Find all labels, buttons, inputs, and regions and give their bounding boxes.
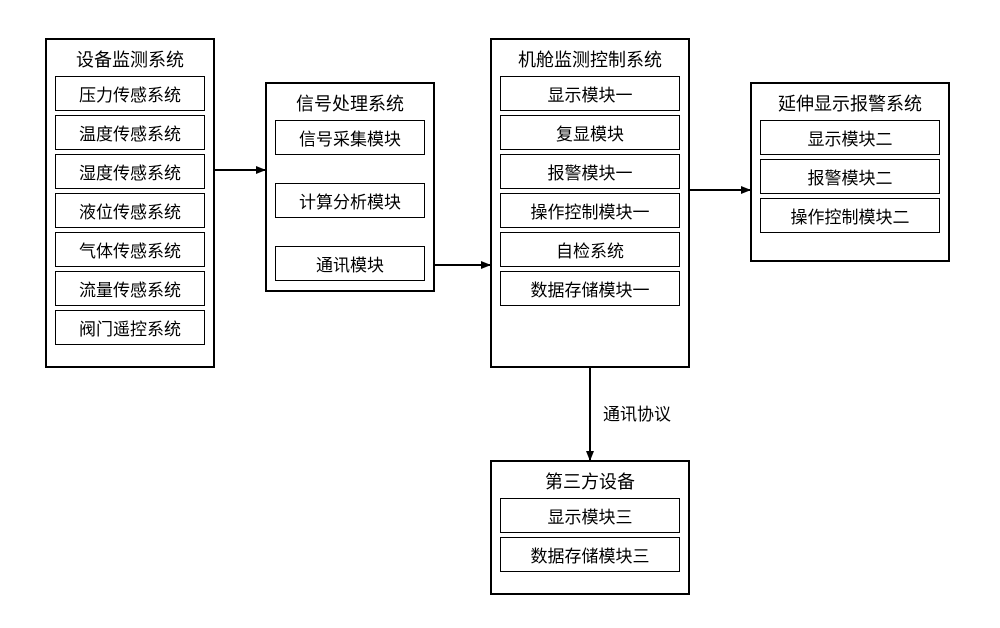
- item: 报警模块二: [760, 159, 940, 194]
- item: 气体传感系统: [55, 232, 205, 267]
- item: 操作控制模块一: [500, 193, 680, 228]
- item: 通讯模块: [275, 246, 425, 281]
- item: 液位传感系统: [55, 193, 205, 228]
- box-title: 设备监测系统: [53, 46, 207, 72]
- box-title: 延伸显示报警系统: [758, 90, 942, 116]
- item: 压力传感系统: [55, 76, 205, 111]
- item: 操作控制模块二: [760, 198, 940, 233]
- item: 数据存储模块三: [500, 537, 680, 572]
- box-device_monitor: 设备监测系统压力传感系统温度传感系统湿度传感系统液位传感系统气体传感系统流量传感…: [45, 38, 215, 368]
- item: 信号采集模块: [275, 120, 425, 155]
- box-title: 机舱监测控制系统: [498, 46, 682, 72]
- item: 数据存储模块一: [500, 271, 680, 306]
- box-ext_alarm: 延伸显示报警系统显示模块二报警模块二操作控制模块二: [750, 82, 950, 262]
- edge-label: 通讯协议: [603, 400, 671, 425]
- item: 显示模块三: [500, 498, 680, 533]
- box-signal_proc: 信号处理系统信号采集模块计算分析模块通讯模块: [265, 82, 435, 292]
- box-title: 第三方设备: [498, 468, 682, 494]
- box-cabin_ctrl: 机舱监测控制系统显示模块一复显模块报警模块一操作控制模块一自检系统数据存储模块一: [490, 38, 690, 368]
- box-title: 信号处理系统: [273, 90, 427, 116]
- item: 报警模块一: [500, 154, 680, 189]
- item: 复显模块: [500, 115, 680, 150]
- item: 温度传感系统: [55, 115, 205, 150]
- item: 流量传感系统: [55, 271, 205, 306]
- item: 显示模块一: [500, 76, 680, 111]
- item: 自检系统: [500, 232, 680, 267]
- item: 显示模块二: [760, 120, 940, 155]
- item: 计算分析模块: [275, 183, 425, 218]
- item: 湿度传感系统: [55, 154, 205, 189]
- item: 阀门遥控系统: [55, 310, 205, 345]
- box-third_party: 第三方设备显示模块三数据存储模块三: [490, 460, 690, 595]
